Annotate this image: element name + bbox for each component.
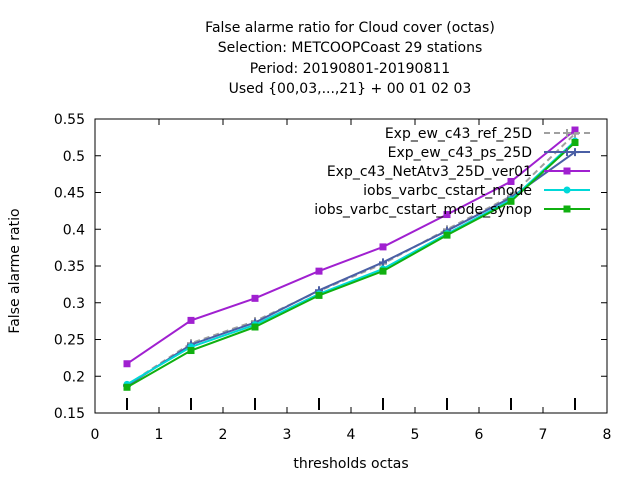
series-line-4 xyxy=(126,140,576,386)
chart-title-line-2: Selection: METCOOPCoast 29 stations xyxy=(217,40,483,56)
x-tick-label: 8 xyxy=(603,427,612,443)
data-point-s5 xyxy=(507,197,515,205)
legend-label-4: iobs_varbc_cstart_mode xyxy=(363,183,532,199)
y-tick-label: 0.25 xyxy=(54,333,85,349)
data-point-s2 xyxy=(379,258,387,267)
data-point-s3 xyxy=(379,243,387,251)
x-axis-label: thresholds octas xyxy=(293,456,409,472)
legend-marker-2 xyxy=(563,148,571,156)
x-tick-label: 2 xyxy=(219,427,228,443)
data-point-s5 xyxy=(187,347,195,355)
data-point-s5 xyxy=(251,323,259,331)
y-tick-label: 0.4 xyxy=(63,222,85,238)
legend-marker-1 xyxy=(563,129,571,137)
data-point-s5 xyxy=(123,383,131,391)
data-point-s3 xyxy=(443,211,451,219)
data-point-s3 xyxy=(315,267,323,275)
y-tick-label: 0.55 xyxy=(54,112,85,128)
data-point-s3 xyxy=(571,126,579,134)
legend-label-2: Exp_ew_c43_ps_25D xyxy=(388,145,532,161)
data-point-s5 xyxy=(379,267,387,275)
data-point-s3 xyxy=(187,316,195,324)
x-tick-label: 7 xyxy=(539,427,548,443)
legend-label-1: Exp_ew_c43_ref_25D xyxy=(385,126,532,142)
y-tick-label: 0.45 xyxy=(54,186,85,202)
chart-title-line-4: Used {00,03,...,21} + 00 01 02 03 xyxy=(228,81,472,97)
data-point-s5 xyxy=(315,291,323,299)
legend-marker-4 xyxy=(563,186,571,194)
x-tick-label: 5 xyxy=(411,427,420,443)
data-point-s5 xyxy=(443,231,451,239)
series-line-5 xyxy=(126,141,576,389)
x-tick-label: 1 xyxy=(155,427,164,443)
x-tick-label: 3 xyxy=(283,427,292,443)
x-tick-label: 6 xyxy=(475,427,484,443)
data-point-s3 xyxy=(123,360,131,368)
legend-marker-3 xyxy=(563,167,571,175)
chart-title-line-1: False alarme ratio for Cloud cover (octa… xyxy=(205,20,495,36)
y-tick-label: 0.3 xyxy=(63,296,85,312)
series-line-2 xyxy=(126,151,576,387)
legend-label-3: Exp_c43_NetAtv3_25D_ver01 xyxy=(327,164,532,180)
legend-marker-5 xyxy=(563,205,571,213)
series-line-3 xyxy=(126,129,576,365)
data-point-s5 xyxy=(571,139,579,147)
x-tick-label: 4 xyxy=(347,427,356,443)
y-tick-label: 0.5 xyxy=(63,149,85,165)
y-tick-label: 0.35 xyxy=(54,259,85,275)
data-point-s3 xyxy=(507,177,515,185)
chart-title-line-3: Period: 20190801-20190811 xyxy=(249,61,451,77)
legend-label-5: iobs_varbc_cstart_mode_synop xyxy=(314,202,532,218)
x-tick-label: 0 xyxy=(91,427,100,443)
data-point-s3 xyxy=(251,294,259,302)
y-tick-label: 0.2 xyxy=(63,369,85,385)
y-tick-label: 0.15 xyxy=(54,406,85,422)
